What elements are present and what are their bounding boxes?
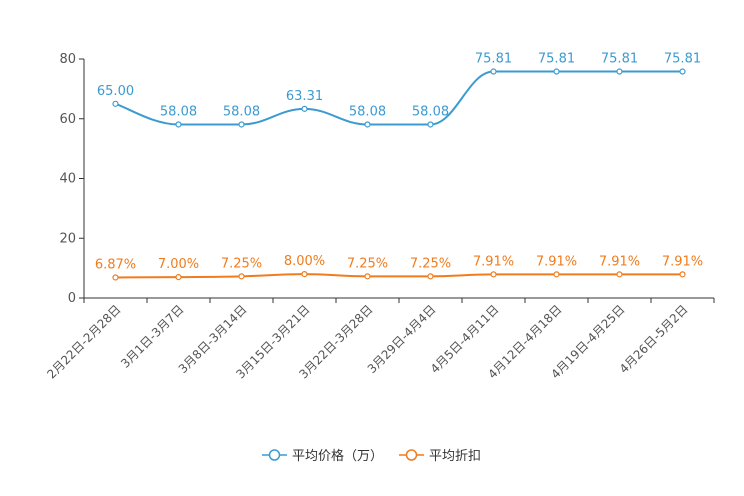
legend-item-avg-discount[interactable]: 平均折扣: [399, 449, 481, 464]
data-label: 7.25%: [347, 256, 388, 271]
data-point: [679, 68, 686, 75]
legend-label: 平均折扣: [429, 449, 481, 464]
axes: 0204060802月22日-2月28日3月1日-3月7日3月8日-3月14日3…: [44, 52, 715, 382]
x-tick-label: 2月22日-2月28日: [44, 302, 123, 381]
data-label: 8.00%: [284, 254, 325, 269]
data-point: [364, 273, 371, 280]
data-point: [490, 271, 497, 278]
data-point: [301, 271, 308, 278]
x-tick-label: 4月26日-5月2日: [617, 302, 691, 376]
data-label: 7.00%: [158, 257, 199, 272]
data-point: [553, 271, 560, 278]
data-label: 7.91%: [536, 254, 577, 269]
data-point: [616, 271, 623, 278]
data-point: [427, 273, 434, 280]
data-point: [364, 121, 371, 128]
y-tick-label: 60: [59, 112, 76, 127]
data-label: 58.08: [160, 104, 197, 119]
legend-marker: [405, 449, 418, 461]
series-line: [115, 273, 683, 279]
data-point: [238, 273, 245, 280]
data-label: 7.25%: [221, 256, 262, 271]
series-avg-discount: 6.87% 7.00% 7.25% 8.00% 7.25% 7.25% 7.91% 7.91%…: [95, 254, 703, 281]
y-tick-label: 80: [59, 52, 76, 67]
data-label: 58.08: [349, 104, 386, 119]
data-label: 75.81: [601, 52, 638, 67]
data-point: [175, 273, 182, 281]
y-tick-label: 20: [59, 231, 76, 246]
data-point: [427, 121, 434, 128]
data-point: [238, 121, 245, 128]
data-point: [616, 68, 623, 75]
y-tick-label: 40: [59, 172, 76, 187]
data-label: 58.08: [223, 104, 260, 119]
data-label: 65.00: [97, 84, 134, 99]
data-label: 7.91%: [473, 254, 514, 269]
data-label: 75.81: [664, 52, 701, 67]
data-label: 75.81: [475, 52, 512, 67]
series-avg-price: 65.00 58.08 58.08 63.31 58.08 58.08 75.81 75.81…: [97, 52, 701, 128]
x-tick-label: 3月1日-3月7日: [118, 302, 187, 371]
data-label: 7.91%: [599, 254, 640, 269]
data-label: 7.25%: [410, 256, 451, 271]
legend-item-avg-price[interactable]: 平均价格（万）: [262, 448, 383, 464]
data-label: 58.08: [412, 104, 449, 119]
data-point: [175, 121, 182, 128]
legend[interactable]: 平均价格（万） 平均折扣: [262, 448, 481, 464]
series-layer: 65.00 58.08 58.08 63.31 58.08 58.08 75.81 75.81…: [95, 52, 703, 281]
y-tick-label: 0: [68, 291, 76, 306]
data-point: [112, 100, 119, 107]
data-label: 6.87%: [95, 257, 136, 272]
data-point: [490, 68, 497, 75]
data-point: [301, 105, 308, 112]
data-label: 7.91%: [662, 254, 703, 269]
series-line: [115, 70, 683, 126]
data-label: 63.31: [286, 89, 323, 104]
data-point: [553, 68, 560, 75]
data-label: 75.81: [538, 52, 575, 67]
data-point: [112, 274, 119, 281]
data-point: [679, 271, 686, 278]
legend-label: 平均价格（万）: [292, 448, 383, 464]
legend-marker: [268, 449, 281, 461]
